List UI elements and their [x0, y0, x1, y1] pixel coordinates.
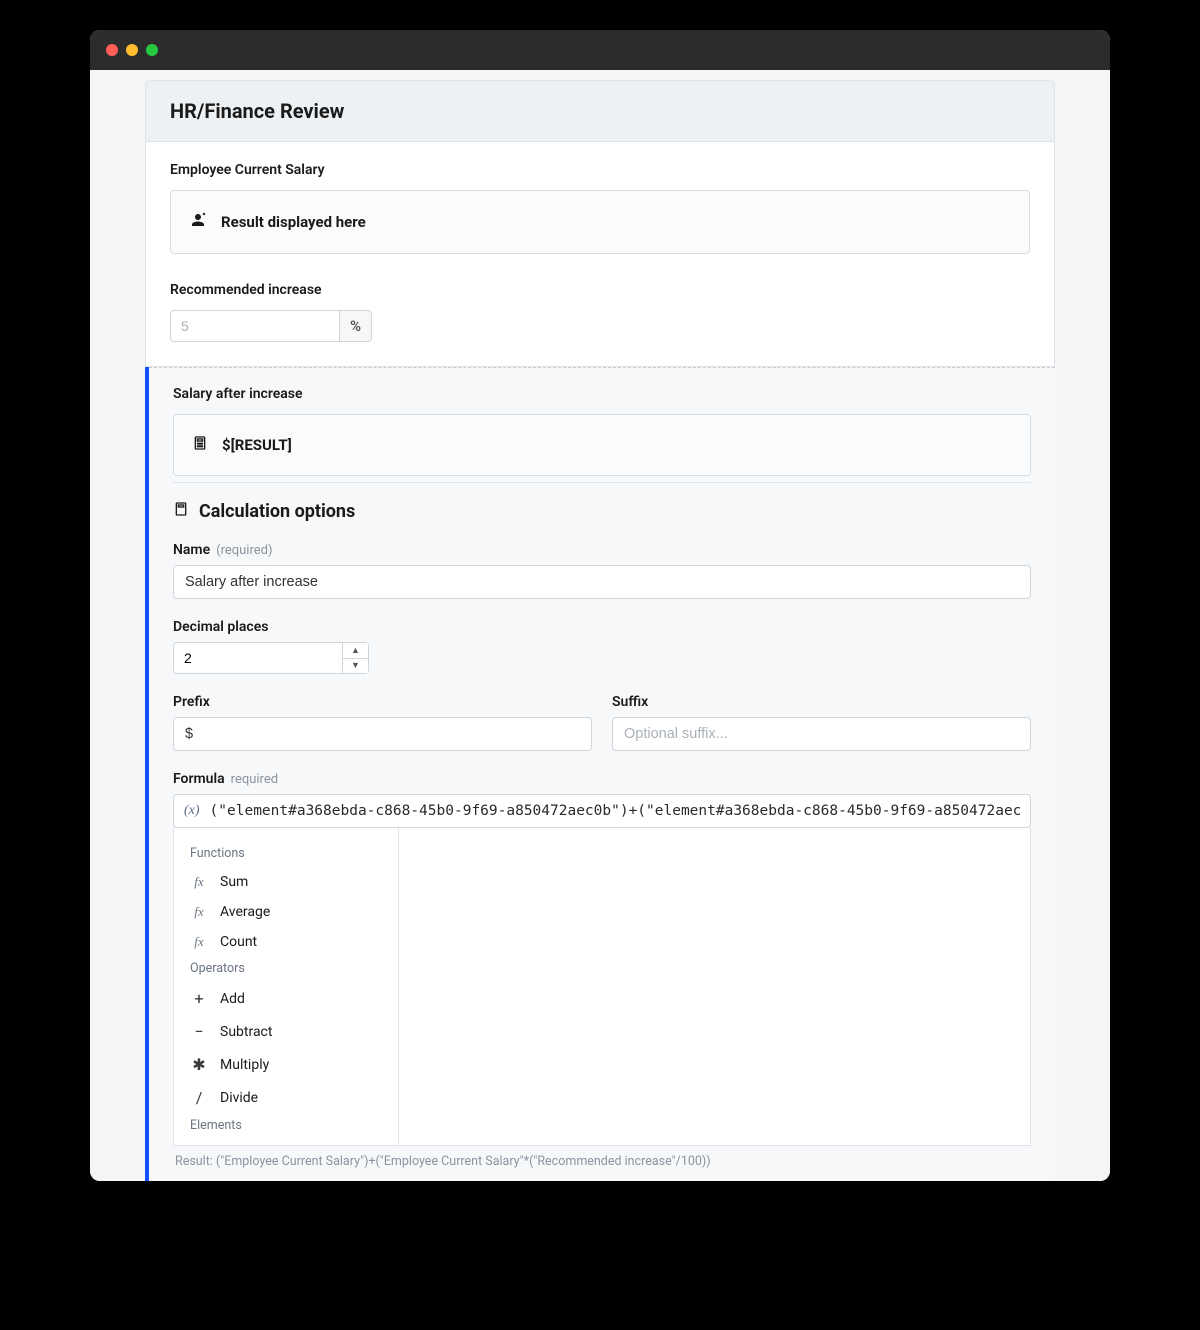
decimal-step-down[interactable]: ▼ — [343, 659, 368, 674]
function-average[interactable]: fxAverage — [174, 897, 398, 927]
recommended-increase-label: Recommended increase — [170, 282, 1030, 298]
fx-icon: fx — [190, 874, 208, 890]
decimal-label: Decimal places — [173, 619, 268, 635]
recommended-increase-row: % — [170, 310, 1030, 342]
calc-options-title-row: Calculation options — [173, 482, 1031, 522]
operator-multiply[interactable]: ✱Multiply — [174, 1048, 398, 1081]
formula-helper-panel: Functions fxSum fxAverage fxCount Operat… — [173, 828, 1031, 1146]
formula-text: ("element#a368ebda-c868-45b0-9f69-a85047… — [210, 803, 1020, 819]
prefix-label: Prefix — [173, 694, 210, 710]
function-sum[interactable]: fxSum — [174, 867, 398, 897]
window-close-dot[interactable] — [106, 44, 118, 56]
suffix-input[interactable] — [612, 717, 1031, 751]
calc-options-icon — [173, 501, 189, 522]
functions-heading: Functions — [174, 842, 398, 867]
operators-heading: Operators — [174, 957, 398, 982]
selected-section: Salary after increase $[RESULT] Calculat… — [145, 367, 1055, 1181]
decimal-stepper: ▲ ▼ — [173, 642, 373, 674]
name-input[interactable] — [173, 565, 1031, 599]
suffix-label: Suffix — [612, 694, 648, 710]
app-window: HR/Finance Review Employee Current Salar… — [90, 30, 1110, 1181]
recommended-increase-input[interactable] — [170, 310, 340, 342]
employee-salary-result-text: Result displayed here — [221, 213, 366, 231]
name-required-tag: (required) — [216, 543, 272, 558]
decimal-input[interactable] — [173, 642, 343, 674]
salary-after-label: Salary after increase — [173, 386, 1031, 402]
decimal-step-up[interactable]: ▲ — [343, 643, 368, 659]
name-label: Name — [173, 542, 210, 558]
minus-icon: − — [190, 1022, 208, 1041]
formula-required-tag: required — [231, 772, 278, 787]
operator-divide[interactable]: /Divide — [174, 1081, 398, 1114]
employee-salary-result-box: Result displayed here — [170, 190, 1030, 254]
formula-result-preview: Result: ("Employee Current Salary")+("Em… — [173, 1146, 1031, 1169]
fx-indicator-icon: (x) — [184, 803, 200, 819]
prefix-input[interactable] — [173, 717, 592, 751]
slash-icon: / — [190, 1088, 208, 1107]
percent-addon: % — [340, 310, 372, 342]
formula-label: Formula — [173, 771, 225, 787]
function-count[interactable]: fxCount — [174, 927, 398, 957]
fx-icon: fx — [190, 904, 208, 920]
salary-after-result-text: $[RESULT] — [222, 436, 292, 454]
fx-icon: fx — [190, 934, 208, 950]
operator-subtract[interactable]: −Subtract — [174, 1015, 398, 1048]
salary-after-result-box: $[RESULT] — [173, 414, 1031, 476]
asterisk-icon: ✱ — [190, 1055, 208, 1074]
calc-options-title: Calculation options — [199, 501, 355, 522]
formula-input[interactable]: (x) ("element#a368ebda-c868-45b0-9f69-a8… — [173, 794, 1031, 828]
window-zoom-dot[interactable] — [146, 44, 158, 56]
calculator-icon — [192, 435, 208, 455]
person-icon — [189, 211, 207, 233]
employee-salary-label: Employee Current Salary — [170, 162, 1030, 178]
content-area: HR/Finance Review Employee Current Salar… — [90, 80, 1110, 1181]
window-minimize-dot[interactable] — [126, 44, 138, 56]
window-titlebar — [90, 30, 1110, 70]
form-card: Employee Current Salary Result displayed… — [145, 142, 1055, 367]
plus-icon: + — [190, 989, 208, 1008]
elements-heading: Elements — [174, 1114, 398, 1139]
page-title: HR/Finance Review — [145, 80, 1055, 142]
helper-left-pane: Functions fxSum fxAverage fxCount Operat… — [174, 828, 399, 1145]
operator-add[interactable]: +Add — [174, 982, 398, 1015]
